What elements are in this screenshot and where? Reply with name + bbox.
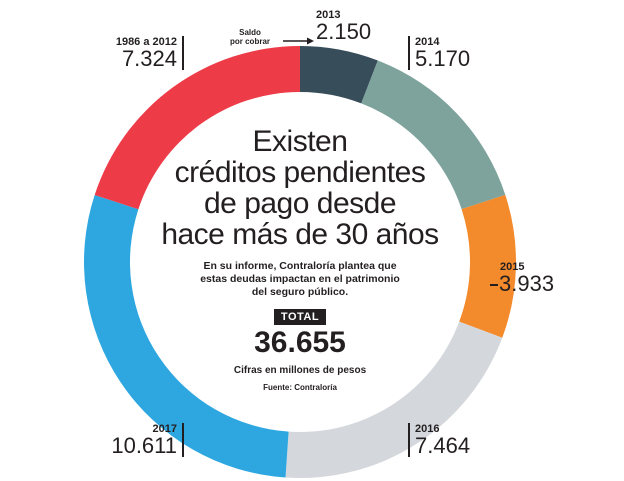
- value-label: 7.464: [415, 433, 471, 458]
- category-label: 1986 a 2012: [115, 36, 177, 48]
- slice-2014: [361, 60, 506, 210]
- category-label: 2015: [500, 261, 525, 273]
- value-text: 3.933: [499, 271, 555, 296]
- label-2016: 2016 7.464: [408, 423, 470, 457]
- value-label: 5.170: [415, 46, 471, 71]
- annotation-line: Saldo: [239, 28, 261, 37]
- headline: Existen créditos pendientes de pago desd…: [150, 126, 450, 250]
- label-1986-2012: 1986 a 2012 7.324: [116, 36, 184, 70]
- description-line: del seguro público.: [251, 286, 349, 298]
- category-label: 2017: [152, 423, 177, 435]
- label-2014: 2014 5.170: [408, 36, 470, 70]
- slice-2016: [285, 321, 503, 478]
- slice-2013: [300, 46, 378, 104]
- slice-1986-a-2012: [94, 46, 301, 210]
- source-note: Fuente: Contraloría: [263, 383, 337, 392]
- slice-2015: [459, 194, 516, 338]
- label-2013: 2013 2.150: [316, 9, 371, 43]
- category-label: 2014: [415, 36, 440, 48]
- category-label: 2013: [316, 9, 341, 21]
- headline-line: créditos pendientes: [174, 156, 426, 189]
- value-label: 10.611: [111, 433, 177, 458]
- center-text: Existen créditos pendientes de pago desd…: [150, 126, 450, 392]
- annotation-line: por cobrar: [230, 37, 271, 46]
- saldo-annotation: Saldo por cobrar: [230, 28, 270, 46]
- slice-2017: [84, 195, 289, 478]
- unit-note: Cifras en millones de pesos: [233, 365, 367, 376]
- headline-line: Existen: [252, 125, 348, 158]
- arrow-icon: [283, 37, 314, 45]
- category-label: 2016: [415, 423, 440, 435]
- description-line: En su informe, Contraloría plantea que: [203, 260, 397, 272]
- total-badge: TOTAL: [273, 309, 327, 325]
- total-value: 36.655: [254, 326, 346, 359]
- headline-line: de pago desde: [203, 187, 397, 220]
- value-label: 2.150: [316, 19, 372, 44]
- label-2017: 2017 10.611: [111, 423, 184, 457]
- description: En su informe, Contraloría plantea que e…: [185, 260, 415, 299]
- description-line: estas deudas impactan en el patrimonio: [200, 273, 400, 285]
- value-label: 3.933: [490, 273, 554, 295]
- value-label: 7.324: [121, 46, 177, 71]
- headline-line: hace más de 30 años: [161, 218, 439, 251]
- label-2015: 2015 3.933: [490, 261, 554, 295]
